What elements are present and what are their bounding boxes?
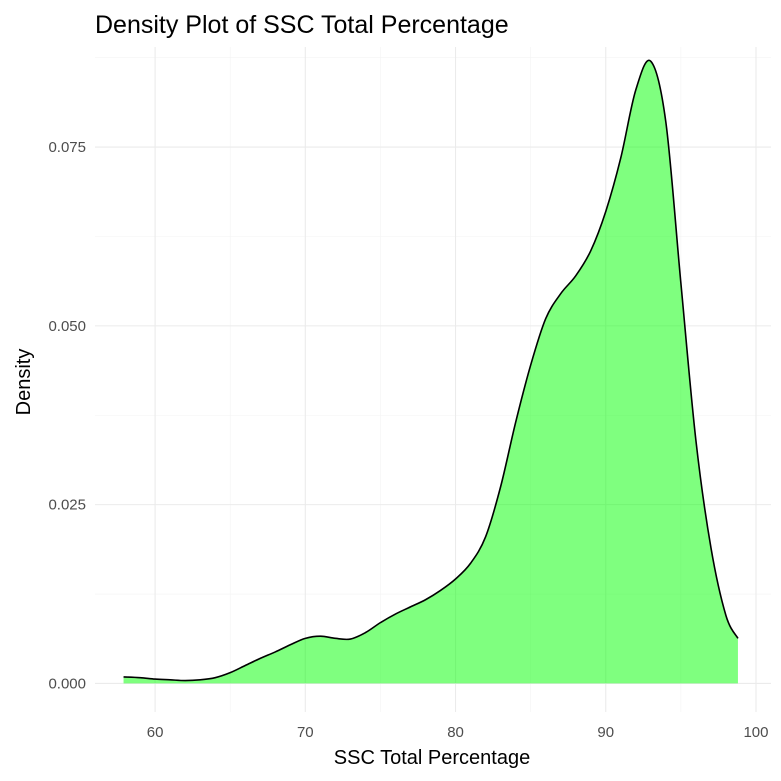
density-curve-line [123, 59, 739, 682]
x-tick-label: 100 [743, 724, 768, 741]
y-tick-label: 0.025 [48, 497, 86, 514]
y-axis-title: Density [13, 349, 35, 416]
plot-area [123, 59, 739, 684]
chart-title: Density Plot of SSC Total Percentage [95, 11, 509, 39]
y-tick-label: 0.000 [48, 675, 86, 692]
y-axis-ticks: 0.000 0.025 0.050 0.075 [48, 139, 86, 692]
x-tick-label: 60 [147, 724, 164, 741]
density-area-fill [123, 60, 738, 684]
x-axis-ticks: 60 70 80 90 100 [147, 724, 769, 741]
x-tick-label: 70 [297, 724, 314, 741]
x-tick-label: 80 [447, 724, 464, 741]
x-axis-title: SSC Total Percentage [334, 747, 530, 769]
y-tick-label: 0.075 [48, 139, 86, 156]
y-tick-label: 0.050 [48, 318, 86, 335]
x-tick-label: 90 [597, 724, 614, 741]
